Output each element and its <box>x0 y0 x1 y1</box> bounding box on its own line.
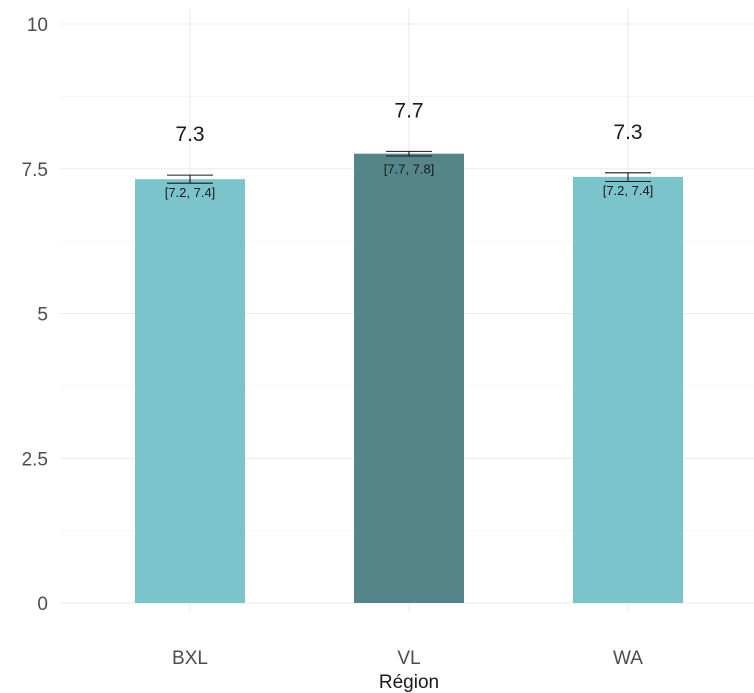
y-tick-label: 10 <box>27 15 48 36</box>
y-tick-label: 2.5 <box>22 449 48 470</box>
ci-label: [7.2, 7.4] <box>165 185 216 200</box>
y-axis-tick-labels: 0 2.5 5 7.5 10 <box>22 15 48 615</box>
x-tick-label: WA <box>613 648 643 669</box>
bars <box>135 153 683 604</box>
bar-wa <box>573 176 683 603</box>
value-label: 7.3 <box>175 123 204 146</box>
data-labels: 7.3 [7.2, 7.4] 7.7 [7.7, 7.8] 7.3 [7.2, 7.4] <box>165 99 654 200</box>
x-tick-label: BXL <box>172 648 208 669</box>
ci-label: [7.7, 7.8] <box>384 161 435 176</box>
error-bars <box>167 150 651 184</box>
ci-label: [7.2, 7.4] <box>603 183 654 198</box>
value-label: 7.3 <box>613 121 642 144</box>
x-axis-tick-labels: BXL VL WA <box>172 648 643 669</box>
bar-bxl <box>135 179 245 603</box>
y-tick-label: 0 <box>37 594 48 615</box>
y-tick-label: 7.5 <box>22 160 48 181</box>
bar-vl <box>354 153 464 604</box>
x-tick-label: VL <box>397 648 420 669</box>
value-label: 7.7 <box>394 99 423 122</box>
y-tick-label: 5 <box>37 305 48 326</box>
x-axis-title: Région <box>379 672 439 693</box>
